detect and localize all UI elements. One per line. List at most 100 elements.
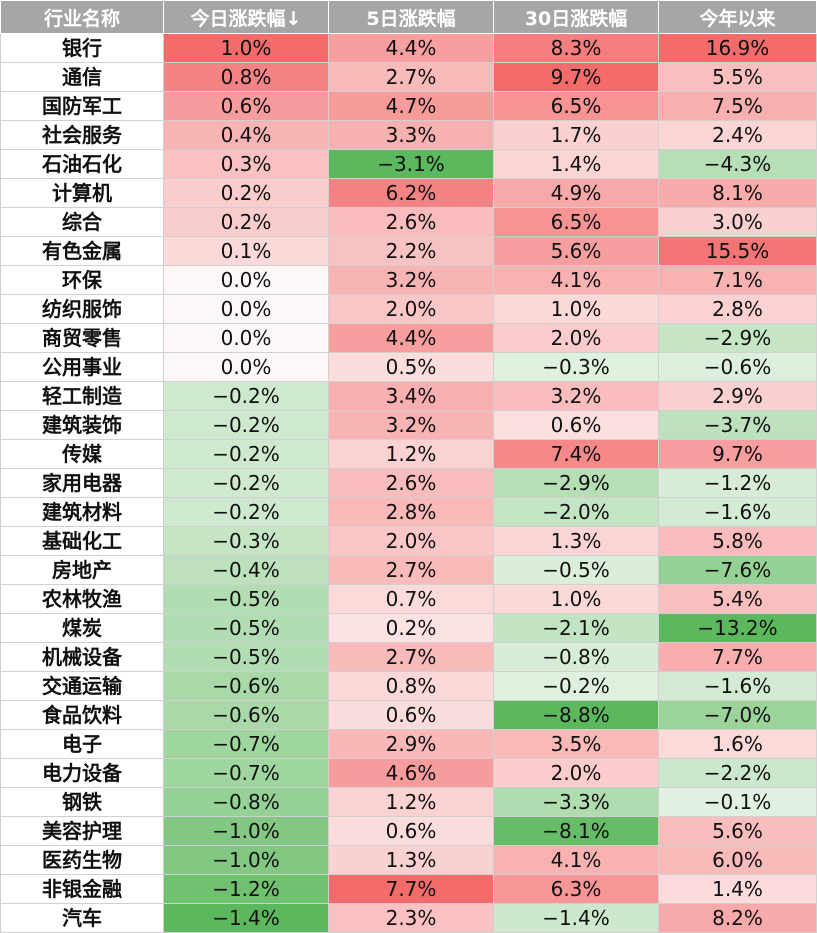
cell-industry-name: 农林牧渔 — [0, 584, 164, 614]
table-body: 银行 1.0% 4.4% 8.3% 16.9% 通信 0.8% 2.7% 9.7% 5.5% 国防军… — [0, 33, 817, 933]
table-row: 商贸零售 0.0% 4.4% 2.0% −2.9% — [0, 323, 817, 353]
cell-5day-change: 7.7% — [328, 874, 494, 904]
table-row: 机械设备 −0.5% 2.7% −0.8% 7.7% — [0, 642, 817, 672]
cell-ytd-change: 15.5% — [658, 236, 817, 266]
cell-industry-name: 计算机 — [0, 178, 164, 208]
cell-5day-change: 0.5% — [328, 352, 494, 382]
cell-today-change: 0.3% — [163, 149, 329, 179]
cell-5day-change: 3.4% — [328, 381, 494, 411]
cell-30day-change: −0.3% — [493, 352, 659, 382]
cell-today-change: −0.7% — [163, 729, 329, 759]
column-header-today-change[interactable]: 今日涨跌幅↓ — [163, 0, 329, 34]
column-header-ytd-change[interactable]: 今年以来 — [658, 0, 817, 34]
column-header-5day-change[interactable]: 5日涨跌幅 — [328, 0, 494, 34]
cell-30day-change: 2.0% — [493, 758, 659, 788]
cell-30day-change: 0.6% — [493, 410, 659, 440]
cell-today-change: −1.0% — [163, 816, 329, 846]
cell-30day-change: −2.0% — [493, 497, 659, 527]
cell-ytd-change: 1.6% — [658, 729, 817, 759]
cell-today-change: −0.8% — [163, 787, 329, 817]
cell-5day-change: 2.2% — [328, 236, 494, 266]
cell-industry-name: 机械设备 — [0, 642, 164, 672]
table-row: 国防军工 0.6% 4.7% 6.5% 7.5% — [0, 91, 817, 121]
cell-30day-change: −1.4% — [493, 903, 659, 933]
cell-industry-name: 银行 — [0, 33, 164, 63]
table-row: 银行 1.0% 4.4% 8.3% 16.9% — [0, 33, 817, 63]
cell-today-change: 0.4% — [163, 120, 329, 150]
table-row: 计算机 0.2% 6.2% 4.9% 8.1% — [0, 178, 817, 208]
cell-5day-change: 2.6% — [328, 207, 494, 237]
cell-5day-change: 0.8% — [328, 671, 494, 701]
cell-5day-change: 4.4% — [328, 33, 494, 63]
cell-30day-change: 9.7% — [493, 62, 659, 92]
cell-30day-change: 1.3% — [493, 526, 659, 556]
table-row: 环保 0.0% 3.2% 4.1% 7.1% — [0, 265, 817, 295]
cell-ytd-change: 2.4% — [658, 120, 817, 150]
cell-ytd-change: 5.5% — [658, 62, 817, 92]
cell-today-change: 0.0% — [163, 294, 329, 324]
cell-industry-name: 传媒 — [0, 439, 164, 469]
cell-today-change: −1.2% — [163, 874, 329, 904]
cell-30day-change: 1.0% — [493, 294, 659, 324]
cell-industry-name: 建筑材料 — [0, 497, 164, 527]
cell-5day-change: 2.8% — [328, 497, 494, 527]
cell-ytd-change: −3.7% — [658, 410, 817, 440]
cell-5day-change: 2.3% — [328, 903, 494, 933]
cell-30day-change: 6.5% — [493, 91, 659, 121]
table-row: 公用事业 0.0% 0.5% −0.3% −0.6% — [0, 352, 817, 382]
cell-30day-change: −3.3% — [493, 787, 659, 817]
table-row: 社会服务 0.4% 3.3% 1.7% 2.4% — [0, 120, 817, 150]
cell-5day-change: 1.2% — [328, 787, 494, 817]
cell-industry-name: 非银金融 — [0, 874, 164, 904]
cell-industry-name: 商贸零售 — [0, 323, 164, 353]
cell-ytd-change: 2.9% — [658, 381, 817, 411]
cell-30day-change: 4.9% — [493, 178, 659, 208]
table-row: 基础化工 −0.3% 2.0% 1.3% 5.8% — [0, 526, 817, 556]
cell-industry-name: 环保 — [0, 265, 164, 295]
cell-today-change: −0.2% — [163, 381, 329, 411]
cell-30day-change: 8.3% — [493, 33, 659, 63]
cell-5day-change: 0.6% — [328, 816, 494, 846]
cell-ytd-change: 3.0% — [658, 207, 817, 237]
table-row: 通信 0.8% 2.7% 9.7% 5.5% — [0, 62, 817, 92]
cell-industry-name: 综合 — [0, 207, 164, 237]
cell-5day-change: 6.2% — [328, 178, 494, 208]
cell-ytd-change: −2.9% — [658, 323, 817, 353]
cell-today-change: −0.4% — [163, 555, 329, 585]
cell-ytd-change: 9.7% — [658, 439, 817, 469]
cell-5day-change: 3.3% — [328, 120, 494, 150]
cell-industry-name: 医药生物 — [0, 845, 164, 875]
cell-30day-change: 4.1% — [493, 265, 659, 295]
cell-30day-change: 4.1% — [493, 845, 659, 875]
table-row: 有色金属 0.1% 2.2% 5.6% 15.5% — [0, 236, 817, 266]
cell-30day-change: −2.1% — [493, 613, 659, 643]
header-row: 行业名称 今日涨跌幅↓ 5日涨跌幅 30日涨跌幅 今年以来 — [0, 0, 817, 34]
table-row: 医药生物 −1.0% 1.3% 4.1% 6.0% — [0, 845, 817, 875]
column-header-30day-change[interactable]: 30日涨跌幅 — [493, 0, 659, 34]
table-row: 钢铁 −0.8% 1.2% −3.3% −0.1% — [0, 787, 817, 817]
table-row: 房地产 −0.4% 2.7% −0.5% −7.6% — [0, 555, 817, 585]
table-header: 行业名称 今日涨跌幅↓ 5日涨跌幅 30日涨跌幅 今年以来 — [0, 0, 817, 34]
cell-30day-change: −2.9% — [493, 468, 659, 498]
cell-5day-change: 2.9% — [328, 729, 494, 759]
cell-ytd-change: 5.4% — [658, 584, 817, 614]
cell-ytd-change: −7.0% — [658, 700, 817, 730]
table-row: 纺织服饰 0.0% 2.0% 1.0% 2.8% — [0, 294, 817, 324]
cell-30day-change: −0.5% — [493, 555, 659, 585]
cell-5day-change: 2.7% — [328, 555, 494, 585]
cell-industry-name: 汽车 — [0, 903, 164, 933]
cell-industry-name: 通信 — [0, 62, 164, 92]
column-header-industry[interactable]: 行业名称 — [0, 0, 164, 34]
cell-ytd-change: −0.1% — [658, 787, 817, 817]
cell-30day-change: 5.6% — [493, 236, 659, 266]
table-row: 轻工制造 −0.2% 3.4% 3.2% 2.9% — [0, 381, 817, 411]
cell-5day-change: 2.0% — [328, 294, 494, 324]
table-row: 家用电器 −0.2% 2.6% −2.9% −1.2% — [0, 468, 817, 498]
cell-industry-name: 国防军工 — [0, 91, 164, 121]
cell-industry-name: 纺织服饰 — [0, 294, 164, 324]
cell-industry-name: 建筑装饰 — [0, 410, 164, 440]
table-row: 建筑装饰 −0.2% 3.2% 0.6% −3.7% — [0, 410, 817, 440]
cell-industry-name: 有色金属 — [0, 236, 164, 266]
table-row: 石油石化 0.3% −3.1% 1.4% −4.3% — [0, 149, 817, 179]
cell-ytd-change: 8.2% — [658, 903, 817, 933]
